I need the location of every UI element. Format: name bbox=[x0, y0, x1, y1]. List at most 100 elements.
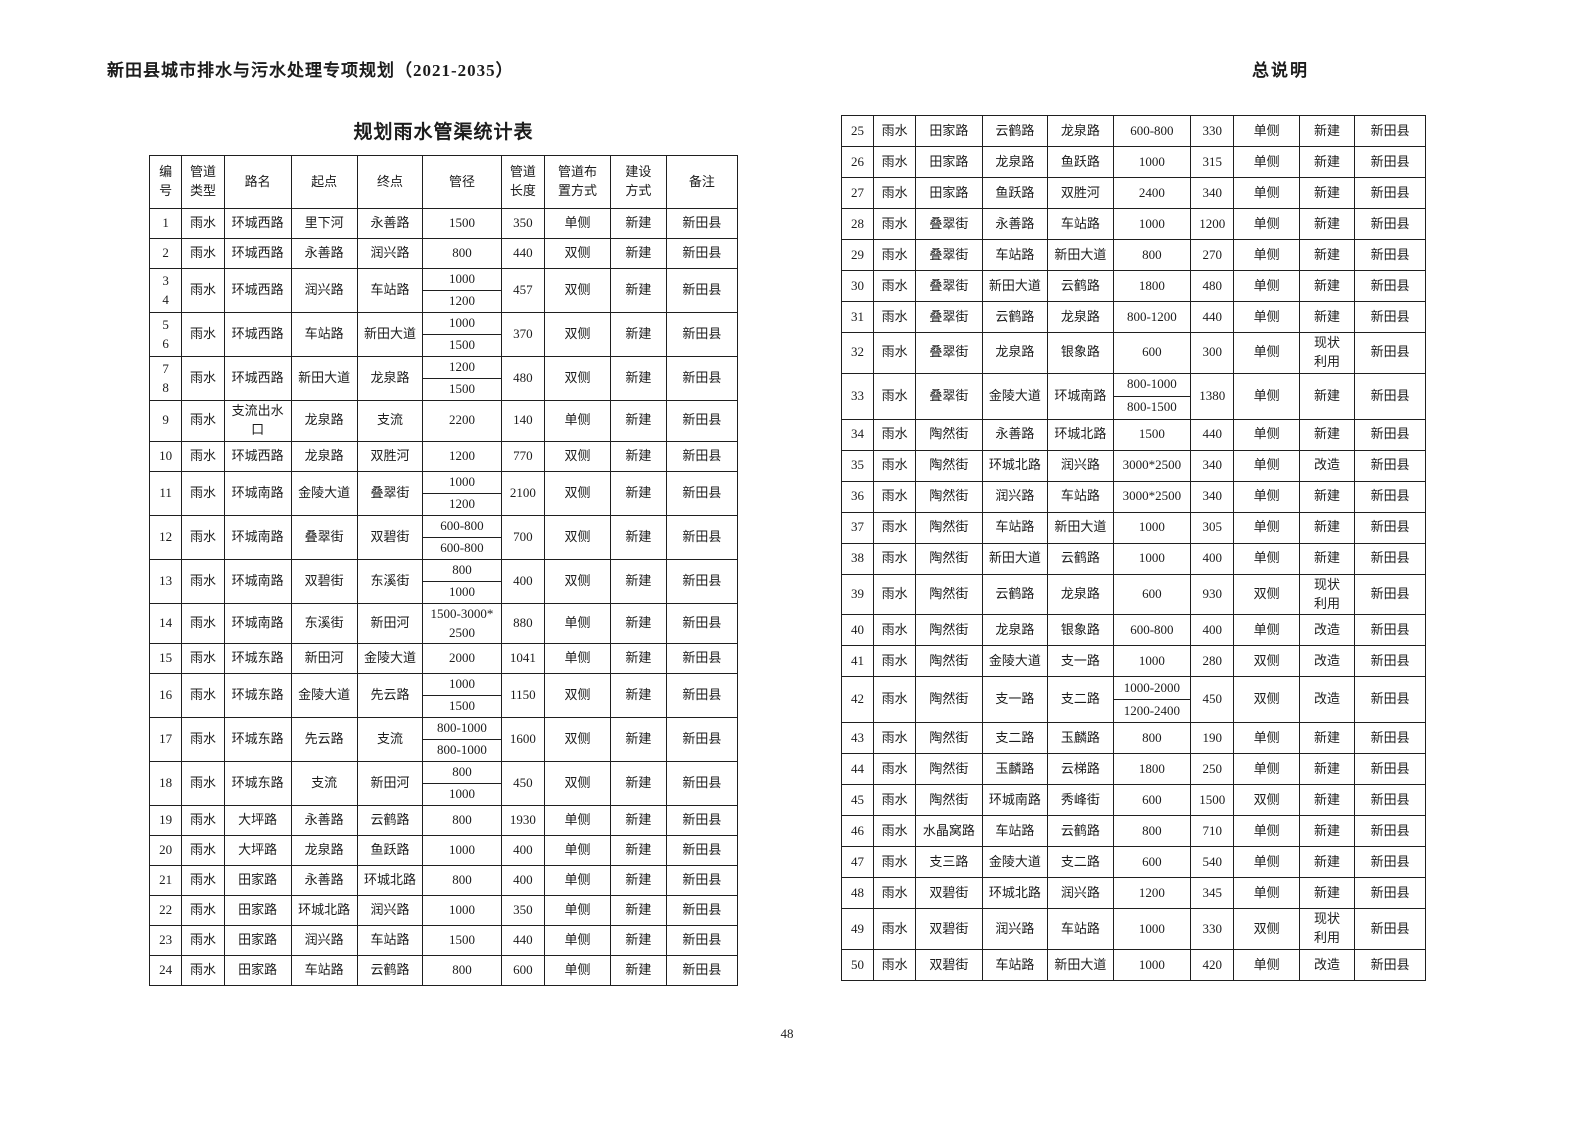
cell-dia: 1500 bbox=[422, 334, 502, 357]
cell-road: 田家路 bbox=[223, 865, 292, 897]
cell-start: 车站路 bbox=[981, 949, 1049, 982]
cell-dia: 1000 bbox=[422, 580, 502, 604]
table-row: 13 雨水 环城南路 双碧街 东溪街 800 400 双侧 新建 新田县 bbox=[148, 558, 739, 604]
table-row: 20 雨水 大坪路 龙泉路 鱼跃路 1000 400 单侧 新建 新田县 bbox=[148, 835, 739, 867]
cell-len: 1150 bbox=[500, 673, 546, 719]
cell-end: 云鹤路 bbox=[356, 955, 424, 987]
table-row: 16 雨水 环城东路 金陵大道 先云路 1000 1150 双侧 新建 新田县 bbox=[148, 673, 739, 719]
cell-type: 雨水 bbox=[873, 301, 917, 333]
cell-build: 新建 bbox=[1298, 301, 1356, 333]
cell-start: 支二路 bbox=[981, 722, 1049, 755]
cell-note: 新田县 bbox=[665, 268, 739, 313]
cell-start: 润兴路 bbox=[290, 925, 358, 957]
table-row: 23 雨水 田家路 润兴路 车站路 1500 440 单侧 新建 新田县 bbox=[148, 925, 739, 957]
cell-note: 新田县 bbox=[665, 865, 739, 897]
column-header: 管道 长度 bbox=[500, 155, 546, 209]
cell-build: 新建 bbox=[609, 514, 667, 560]
cell-end: 龙泉路 bbox=[1047, 301, 1114, 333]
cell-type: 雨水 bbox=[873, 511, 917, 544]
cell-len: 370 bbox=[500, 312, 546, 357]
cell-road: 陶然街 bbox=[915, 542, 983, 575]
cell-road: 双碧街 bbox=[915, 949, 983, 982]
cell-len: 340 bbox=[1190, 449, 1235, 482]
cell-end: 云鹤路 bbox=[1047, 815, 1114, 848]
cell-type: 雨水 bbox=[181, 761, 225, 807]
cell-type: 雨水 bbox=[873, 177, 917, 209]
cell-len: 340 bbox=[1190, 177, 1235, 209]
cell-end: 新田大道 bbox=[1047, 511, 1114, 544]
cell-len: 1041 bbox=[500, 643, 546, 675]
cell-dia: 3000*2500 bbox=[1112, 449, 1192, 482]
table-row-split: 600-800 bbox=[150, 536, 738, 560]
table-row: 22 雨水 田家路 环城北路 润兴路 1000 350 单侧 新建 新田县 bbox=[148, 895, 739, 927]
cell-end: 车站路 bbox=[356, 268, 424, 313]
cell-dia: 1500 bbox=[1112, 418, 1192, 451]
cell-start: 鱼跃路 bbox=[981, 177, 1049, 209]
table-row: 30 雨水 叠翠街 新田大道 云鹤路 1800 480 单侧 新建 新田县 bbox=[840, 270, 1426, 302]
cell-len: 480 bbox=[500, 356, 546, 401]
cell-len: 340 bbox=[1190, 480, 1235, 513]
cell-type: 雨水 bbox=[873, 573, 917, 616]
cell-type: 雨水 bbox=[873, 239, 917, 271]
column-header: 备注 bbox=[665, 155, 739, 209]
cell-dia: 1000 bbox=[422, 835, 502, 867]
rain-pipe-table-left: 编 号管道 类型 路名 起点 终点 管径 管道 长度 管道布 置方式 建设 方式 备注 1 雨水环… bbox=[148, 155, 739, 987]
cell-build: 新建 bbox=[609, 208, 667, 239]
cell-build: 新建 bbox=[609, 643, 667, 675]
cell-end: 龙泉路 bbox=[356, 356, 424, 401]
cell-len: 400 bbox=[1190, 614, 1235, 647]
cell-end: 永善路 bbox=[356, 208, 424, 239]
cell-no: 28 bbox=[840, 208, 875, 240]
cell-type: 雨水 bbox=[873, 846, 917, 879]
cell-no: 15 bbox=[148, 643, 183, 675]
cell-type: 雨水 bbox=[873, 877, 917, 910]
cell-no: 44 bbox=[840, 753, 875, 786]
rain-pipe-table-right: 25 雨水 田家路 云鹤路 龙泉路 600-800 330 单侧 新建 新田县 26 雨水 田家路 龙泉路… bbox=[840, 115, 1426, 982]
cell-end: 环城南路 bbox=[1047, 372, 1114, 420]
cell-note: 新田县 bbox=[1354, 146, 1426, 178]
cell-road: 陶然街 bbox=[915, 614, 983, 647]
cell-road: 田家路 bbox=[915, 177, 983, 209]
cell-type: 雨水 bbox=[181, 558, 225, 604]
cell-no: 25 bbox=[840, 115, 875, 147]
cell-dia: 800 bbox=[422, 761, 502, 785]
cell-build: 新建 bbox=[1298, 418, 1356, 451]
cell-note: 新田县 bbox=[1354, 846, 1426, 879]
cell-build: 现状 利用 bbox=[1298, 908, 1356, 951]
cell-note: 新田县 bbox=[1354, 480, 1426, 513]
cell-end: 先云路 bbox=[356, 673, 424, 719]
cell-note: 新田县 bbox=[1354, 270, 1426, 302]
cell-len: 350 bbox=[500, 208, 546, 239]
cell-build: 新建 bbox=[1298, 480, 1356, 513]
cell-no: 5 6 bbox=[148, 312, 183, 357]
column-header: 路名 bbox=[223, 155, 292, 209]
cell-dia: 600-800 bbox=[422, 536, 502, 560]
cell-end: 鱼跃路 bbox=[1047, 146, 1114, 178]
cell-start: 龙泉路 bbox=[290, 835, 358, 867]
cell-dia: 1000 bbox=[1112, 908, 1192, 951]
cell-side: 单侧 bbox=[1233, 614, 1300, 647]
cell-len: 457 bbox=[500, 268, 546, 313]
cell-note: 新田县 bbox=[665, 400, 739, 442]
cell-dia: 1200 bbox=[422, 492, 502, 516]
cell-road: 田家路 bbox=[915, 146, 983, 178]
cell-start: 环城南路 bbox=[981, 784, 1049, 817]
cell-side: 单侧 bbox=[544, 805, 611, 837]
cell-side: 双侧 bbox=[544, 238, 611, 269]
cell-end: 双胜河 bbox=[1047, 177, 1114, 209]
cell-note: 新田县 bbox=[665, 602, 739, 645]
cell-type: 雨水 bbox=[873, 908, 917, 951]
table-row: 39 雨水 陶然街 云鹤路 龙泉路 600 930 双侧 现状 利用 新田县 bbox=[840, 573, 1426, 616]
cell-start: 龙泉路 bbox=[981, 332, 1049, 374]
cell-build: 新建 bbox=[609, 356, 667, 401]
cell-dia: 600-800 bbox=[1112, 614, 1192, 647]
cell-no: 19 bbox=[148, 805, 183, 837]
cell-start: 车站路 bbox=[981, 239, 1049, 271]
table-row: 12 雨水 环城南路 叠翠街 双碧街 600-800 700 双侧 新建 新田县 bbox=[148, 514, 739, 560]
table-header: 编 号管道 类型 路名 起点 终点 管径 管道 长度 管道布 置方式 建设 方式 备注 bbox=[148, 155, 739, 209]
cell-note: 新田县 bbox=[1354, 372, 1426, 420]
cell-type: 雨水 bbox=[873, 722, 917, 755]
cell-side: 双侧 bbox=[544, 761, 611, 807]
cell-build: 新建 bbox=[609, 312, 667, 357]
cell-side: 双侧 bbox=[544, 470, 611, 516]
